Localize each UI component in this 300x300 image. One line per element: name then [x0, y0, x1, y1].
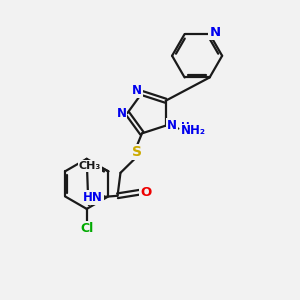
Text: O: O [140, 186, 152, 199]
Text: N: N [209, 26, 220, 39]
Text: Cl: Cl [80, 222, 93, 236]
Text: N: N [132, 84, 142, 97]
Text: N: N [167, 119, 177, 132]
Text: N: N [116, 107, 126, 120]
Text: S: S [132, 145, 142, 159]
Text: NH₂: NH₂ [181, 124, 206, 137]
Text: HN: HN [83, 191, 103, 204]
Text: H: H [181, 122, 190, 131]
Text: CH₃: CH₃ [79, 161, 101, 171]
